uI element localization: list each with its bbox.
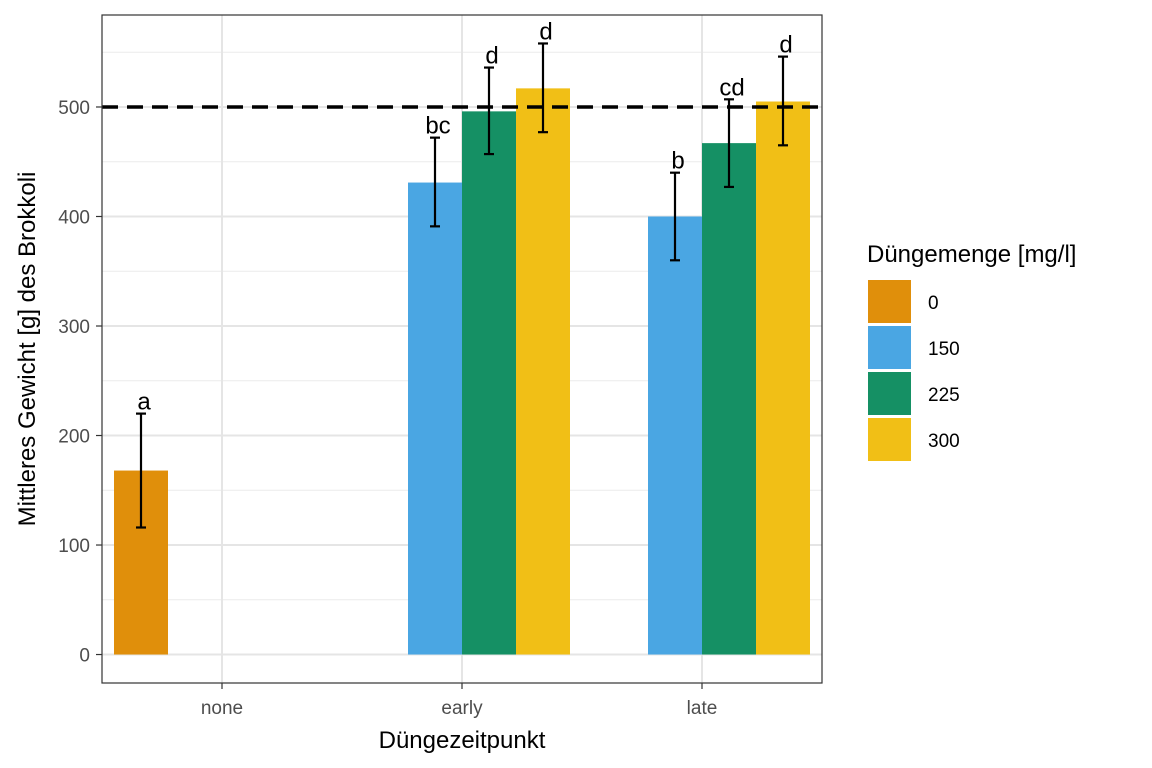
legend-label: 300 <box>928 431 960 452</box>
y-axis: 0 100 200 300 400 500 <box>58 98 102 667</box>
legend-label: 0 <box>928 293 939 314</box>
legend-key-300 <box>868 418 911 461</box>
bars-group <box>114 88 810 655</box>
legend-key-150 <box>868 326 911 369</box>
error-bars-group <box>136 42 788 529</box>
y-tick-label: 0 <box>79 646 90 667</box>
legend-title: Düngemenge [mg/l] <box>867 241 1076 268</box>
legend-label: 150 <box>928 339 960 360</box>
bar-early-225 <box>462 111 516 655</box>
significance-label: b <box>671 148 684 175</box>
y-tick-label: 300 <box>58 317 90 338</box>
legend: Düngemenge [mg/l] 0 150 225 300 <box>867 241 1076 461</box>
significance-label: d <box>539 18 552 45</box>
significance-label: d <box>485 43 498 70</box>
y-tick-label: 200 <box>58 427 90 448</box>
bar-late-225 <box>702 143 756 655</box>
legend-label: 225 <box>928 385 960 406</box>
significance-label: d <box>779 32 792 59</box>
x-tick-label: early <box>441 698 483 719</box>
bar-late-150 <box>648 216 702 655</box>
significance-label: cd <box>719 74 744 101</box>
x-axis: none early late <box>201 683 717 719</box>
y-axis-title: Mittleres Gewicht [g] des Brokkoli <box>14 172 41 527</box>
legend-key-0 <box>868 280 911 323</box>
x-axis-title: Düngezeitpunkt <box>379 727 546 754</box>
bar-early-300 <box>516 88 570 655</box>
y-tick-label: 400 <box>58 207 90 228</box>
x-tick-label: none <box>201 698 243 719</box>
bar-late-300 <box>756 101 810 655</box>
x-tick-label: late <box>687 698 718 719</box>
y-tick-label: 500 <box>58 98 90 119</box>
y-tick-label: 100 <box>58 536 90 557</box>
bar-early-150 <box>408 182 462 655</box>
legend-key-225 <box>868 372 911 415</box>
significance-label: a <box>137 389 151 416</box>
significance-label: bc <box>425 113 450 140</box>
